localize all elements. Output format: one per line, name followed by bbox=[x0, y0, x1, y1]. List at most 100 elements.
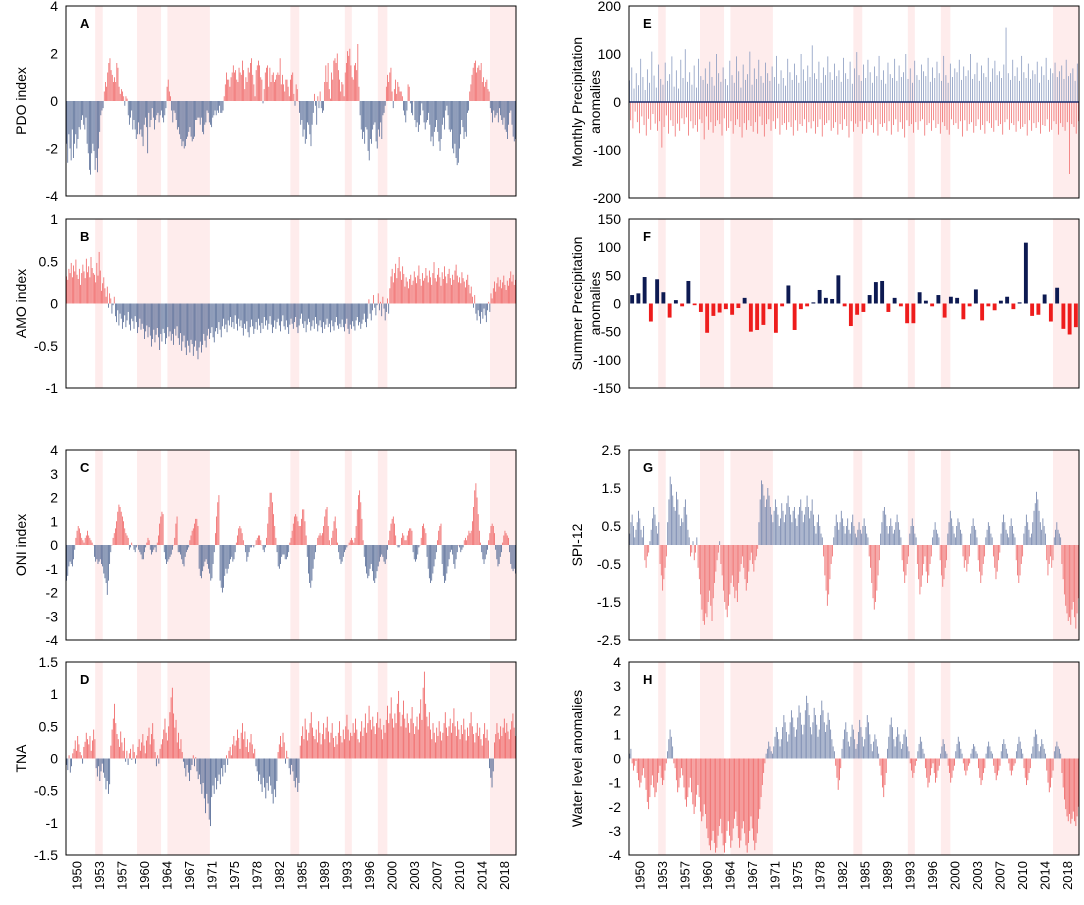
bar-H-158 bbox=[828, 719, 830, 759]
bar-H-321 bbox=[1034, 729, 1036, 759]
bar-A-191 bbox=[284, 91, 286, 101]
bar-G-285 bbox=[990, 533, 992, 545]
bar-D-59 bbox=[138, 739, 140, 759]
bar-E-31 bbox=[663, 102, 665, 127]
bar-B-169 bbox=[262, 303, 264, 329]
bar-E-33 bbox=[665, 102, 667, 116]
y-tick-label: 2 bbox=[50, 490, 58, 506]
bar-A-5 bbox=[71, 101, 73, 130]
bar-C-319 bbox=[437, 540, 438, 545]
bar-C-132 bbox=[219, 545, 221, 581]
bar-E-285 bbox=[946, 102, 948, 130]
bar-C-5 bbox=[71, 545, 73, 567]
bar-B-186 bbox=[282, 303, 284, 316]
bar-D-19 bbox=[89, 735, 91, 759]
bar-G-296 bbox=[1004, 522, 1006, 545]
bar-H-96 bbox=[750, 758, 752, 817]
bar-E-79 bbox=[717, 102, 718, 121]
bar-C-43 bbox=[116, 521, 117, 545]
bar-H-214 bbox=[899, 741, 901, 759]
bar-A-352 bbox=[468, 101, 470, 111]
bar-B-286 bbox=[398, 257, 400, 304]
bar-C-339 bbox=[460, 545, 462, 553]
bar-D-164 bbox=[267, 758, 269, 791]
bar-B-159 bbox=[251, 303, 252, 320]
bar-B-38 bbox=[110, 298, 112, 304]
bar-E-257 bbox=[915, 102, 917, 123]
bar-D-230 bbox=[348, 740, 350, 759]
bar-E-304 bbox=[967, 70, 969, 102]
bar-B-210 bbox=[310, 303, 312, 331]
bar-G-180 bbox=[857, 529, 859, 545]
bar-E-74 bbox=[711, 77, 713, 102]
bar-G-278 bbox=[981, 545, 983, 576]
bar-A-10 bbox=[77, 101, 79, 139]
bar-B-30 bbox=[101, 290, 102, 304]
bar-B-113 bbox=[197, 303, 199, 360]
y-axis-label: Summer Precipitation anomalies bbox=[569, 237, 603, 371]
bar-E-163 bbox=[810, 102, 812, 129]
bar-G-123 bbox=[785, 514, 786, 545]
bar-D-246 bbox=[368, 705, 370, 759]
bar-E-297 bbox=[959, 102, 961, 122]
bar-A-94 bbox=[173, 101, 175, 111]
bar-D-11 bbox=[79, 752, 81, 759]
bar-A-391 bbox=[512, 101, 514, 137]
bar-G-61 bbox=[706, 545, 708, 618]
bar-E-287 bbox=[948, 102, 950, 135]
bar-D-6 bbox=[73, 748, 75, 759]
bar-B-164 bbox=[256, 303, 258, 330]
bar-B-213 bbox=[313, 303, 315, 329]
bar-E-391 bbox=[1064, 102, 1066, 131]
bar-D-213 bbox=[328, 731, 329, 759]
bar-G-353 bbox=[1076, 545, 1078, 614]
bar-G-196 bbox=[877, 545, 879, 576]
bar-C-127 bbox=[213, 545, 215, 553]
bar-C-224 bbox=[326, 507, 328, 545]
bar-H-132 bbox=[796, 729, 797, 759]
bar-E-130 bbox=[773, 77, 775, 102]
bar-D-181 bbox=[288, 758, 290, 769]
bar-B-198 bbox=[296, 303, 298, 328]
bar-H-213 bbox=[898, 734, 900, 759]
bar-B-138 bbox=[226, 303, 228, 333]
bar-G-25 bbox=[660, 545, 662, 576]
bar-H-141 bbox=[807, 703, 809, 759]
bar-D-363 bbox=[512, 713, 514, 759]
bar-B-84 bbox=[163, 303, 165, 334]
bar-B-137 bbox=[225, 303, 227, 325]
bar-G-314 bbox=[1027, 522, 1029, 545]
bar-C-36 bbox=[108, 545, 109, 581]
bar-D-124 bbox=[218, 758, 220, 775]
bar-G-158 bbox=[829, 545, 831, 580]
bar-D-173 bbox=[278, 744, 280, 759]
bar-G-132 bbox=[796, 526, 798, 545]
y-tick-label: 1 bbox=[50, 211, 58, 227]
bar-H-125 bbox=[787, 741, 789, 759]
bar-E-277 bbox=[937, 102, 939, 125]
bar-A-246 bbox=[347, 51, 348, 102]
bar-H-66 bbox=[712, 758, 714, 831]
bar-D-180 bbox=[287, 757, 289, 759]
x-tick-label: 2014 bbox=[474, 861, 489, 890]
bar-C-326 bbox=[445, 545, 447, 581]
bar-G-50 bbox=[692, 541, 694, 545]
bar-E-208 bbox=[860, 80, 862, 102]
bar-B-279 bbox=[390, 276, 392, 304]
bar-E-377 bbox=[1049, 102, 1050, 132]
bar-B-135 bbox=[223, 303, 224, 319]
bar-D-129 bbox=[224, 758, 226, 773]
bar-E-150 bbox=[796, 75, 798, 102]
bar-E-28 bbox=[660, 78, 662, 102]
bar-E-338 bbox=[1005, 27, 1007, 103]
bar-E-261 bbox=[919, 102, 921, 122]
bar-G-226 bbox=[915, 537, 917, 545]
bar-C-133 bbox=[220, 545, 222, 588]
bar-E-299 bbox=[962, 102, 963, 137]
bar-E-54 bbox=[689, 72, 691, 102]
bar-C-171 bbox=[265, 545, 266, 548]
bar-A-282 bbox=[388, 82, 390, 101]
bar-H-272 bbox=[973, 744, 974, 759]
bar-B-345 bbox=[467, 274, 469, 304]
